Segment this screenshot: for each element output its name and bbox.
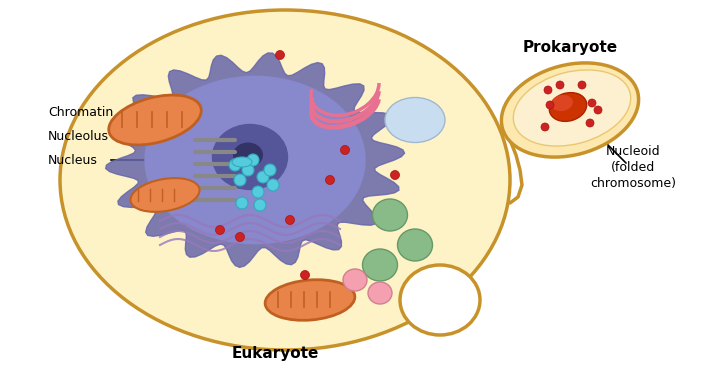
Ellipse shape [385, 98, 445, 142]
Text: Prokaryote: Prokaryote [523, 40, 618, 55]
Circle shape [236, 197, 248, 209]
Circle shape [234, 174, 246, 186]
Circle shape [267, 179, 279, 191]
Ellipse shape [265, 280, 355, 320]
Circle shape [544, 86, 552, 94]
Ellipse shape [551, 95, 573, 111]
Circle shape [215, 225, 225, 234]
Polygon shape [106, 53, 405, 267]
Circle shape [556, 81, 564, 89]
Circle shape [242, 164, 254, 176]
Circle shape [326, 176, 334, 184]
Ellipse shape [550, 93, 587, 122]
Polygon shape [145, 76, 365, 244]
Circle shape [391, 171, 399, 180]
Ellipse shape [362, 249, 397, 281]
Circle shape [264, 164, 276, 176]
Circle shape [276, 51, 284, 60]
Circle shape [252, 186, 264, 198]
Ellipse shape [233, 142, 263, 168]
Circle shape [578, 81, 586, 89]
Ellipse shape [109, 95, 202, 145]
Circle shape [257, 171, 269, 183]
Ellipse shape [232, 157, 252, 167]
Ellipse shape [343, 269, 367, 291]
Text: Chromatin: Chromatin [48, 106, 113, 120]
Circle shape [541, 123, 549, 131]
Text: Eukaryote: Eukaryote [231, 346, 319, 361]
Circle shape [341, 146, 349, 154]
Ellipse shape [373, 199, 407, 231]
Text: Nucleoid
(folded
chromosome): Nucleoid (folded chromosome) [590, 145, 676, 190]
Ellipse shape [130, 178, 199, 212]
Circle shape [236, 232, 244, 242]
Circle shape [229, 159, 241, 171]
Text: Nucleolus: Nucleolus [48, 130, 109, 144]
Circle shape [254, 199, 266, 211]
Circle shape [247, 154, 259, 166]
Circle shape [588, 99, 596, 107]
Circle shape [300, 270, 310, 279]
Ellipse shape [212, 124, 288, 189]
Ellipse shape [397, 229, 433, 261]
Ellipse shape [513, 70, 631, 146]
Circle shape [546, 101, 554, 109]
Text: Nucleus: Nucleus [48, 153, 98, 166]
Ellipse shape [368, 282, 392, 304]
Circle shape [594, 106, 602, 114]
Ellipse shape [400, 265, 480, 335]
Ellipse shape [60, 10, 510, 350]
Circle shape [286, 216, 294, 225]
Circle shape [586, 119, 594, 127]
Ellipse shape [502, 63, 639, 157]
